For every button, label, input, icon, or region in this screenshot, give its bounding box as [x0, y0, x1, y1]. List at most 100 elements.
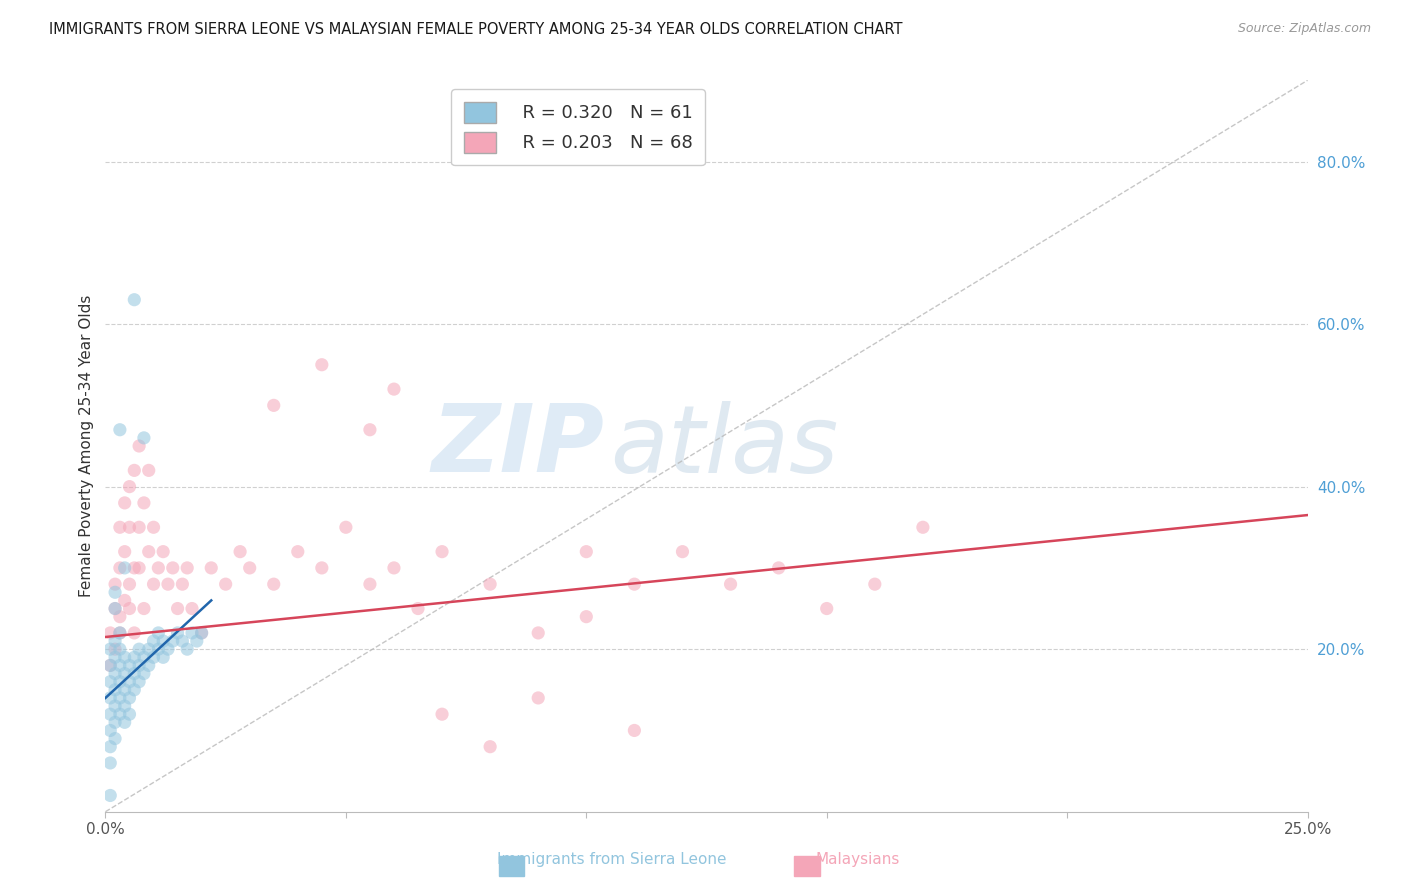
Point: [98, 756, 121, 770]
Text: IMMIGRANTS FROM SIERRA LEONE VS MALAYSIAN FEMALE POVERTY AMONG 25-34 YEAR OLDS C: IMMIGRANTS FROM SIERRA LEONE VS MALAYSIA…: [49, 22, 903, 37]
Point: [118, 674, 141, 689]
Point: [142, 650, 165, 665]
Point: [128, 439, 150, 453]
Point: [142, 577, 165, 591]
Point: [430, 707, 453, 722]
Point: [172, 577, 194, 591]
Point: [239, 561, 262, 575]
Point: [479, 739, 502, 754]
Point: [108, 690, 131, 705]
Point: [118, 577, 141, 591]
Point: [911, 520, 934, 534]
Point: [186, 634, 208, 648]
Point: [114, 593, 136, 607]
Point: [200, 561, 222, 575]
Point: [98, 658, 121, 673]
Point: [104, 715, 127, 730]
Point: [214, 577, 236, 591]
Point: [98, 707, 121, 722]
Point: [430, 544, 453, 558]
Text: atlas: atlas: [610, 401, 838, 491]
Text: Immigrants from Sierra Leone: Immigrants from Sierra Leone: [496, 852, 727, 867]
Point: [138, 544, 160, 558]
Point: [229, 544, 252, 558]
Point: [172, 634, 194, 648]
Point: [142, 634, 165, 648]
Point: [263, 398, 285, 412]
Y-axis label: Female Poverty Among 25-34 Year Olds: Female Poverty Among 25-34 Year Olds: [79, 295, 94, 597]
Point: [359, 423, 381, 437]
Point: [114, 666, 136, 681]
Point: [156, 642, 179, 657]
Point: [104, 642, 127, 657]
Point: [104, 601, 127, 615]
Point: [382, 382, 405, 396]
Point: [98, 723, 121, 738]
Point: [104, 699, 127, 714]
Point: [190, 626, 212, 640]
Point: [311, 561, 333, 575]
Point: [166, 601, 188, 615]
Point: [132, 650, 155, 665]
Point: [176, 561, 198, 575]
Point: [124, 293, 146, 307]
Point: [108, 674, 131, 689]
Legend:   R = 0.320   N = 61,   R = 0.203   N = 68: R = 0.320 N = 61, R = 0.203 N = 68: [451, 89, 704, 165]
Point: [162, 561, 184, 575]
Point: [124, 626, 146, 640]
Point: [479, 577, 502, 591]
Point: [128, 642, 150, 657]
Point: [181, 626, 204, 640]
Point: [190, 626, 212, 640]
Point: [128, 561, 150, 575]
Point: [132, 496, 155, 510]
Point: [108, 609, 131, 624]
Point: [114, 544, 136, 558]
Point: [98, 626, 121, 640]
Point: [118, 658, 141, 673]
Point: [124, 650, 146, 665]
Point: [104, 682, 127, 697]
Point: [406, 601, 429, 615]
Point: [128, 658, 150, 673]
Point: [162, 634, 184, 648]
Point: [132, 431, 155, 445]
Point: [148, 642, 170, 657]
Point: [104, 731, 127, 746]
Point: [575, 544, 598, 558]
Point: [118, 520, 141, 534]
Point: [382, 561, 405, 575]
Point: [104, 634, 127, 648]
Point: [152, 544, 174, 558]
Point: [114, 650, 136, 665]
Point: [124, 561, 146, 575]
Point: [108, 642, 131, 657]
Point: [118, 480, 141, 494]
Point: [108, 707, 131, 722]
Point: [359, 577, 381, 591]
Point: [108, 626, 131, 640]
Point: [623, 723, 645, 738]
Point: [152, 650, 174, 665]
Point: [138, 658, 160, 673]
Point: [98, 690, 121, 705]
Text: Source: ZipAtlas.com: Source: ZipAtlas.com: [1237, 22, 1371, 36]
Point: [148, 626, 170, 640]
Point: [98, 674, 121, 689]
Point: [138, 463, 160, 477]
Point: [108, 520, 131, 534]
Point: [287, 544, 309, 558]
Point: [114, 561, 136, 575]
Point: [118, 707, 141, 722]
Point: [104, 577, 127, 591]
Point: [132, 666, 155, 681]
Point: [98, 658, 121, 673]
Point: [108, 626, 131, 640]
Point: [114, 682, 136, 697]
Point: [114, 496, 136, 510]
Point: [108, 423, 131, 437]
Point: [815, 601, 838, 615]
Point: [176, 642, 198, 657]
Point: [311, 358, 333, 372]
Point: [575, 609, 598, 624]
